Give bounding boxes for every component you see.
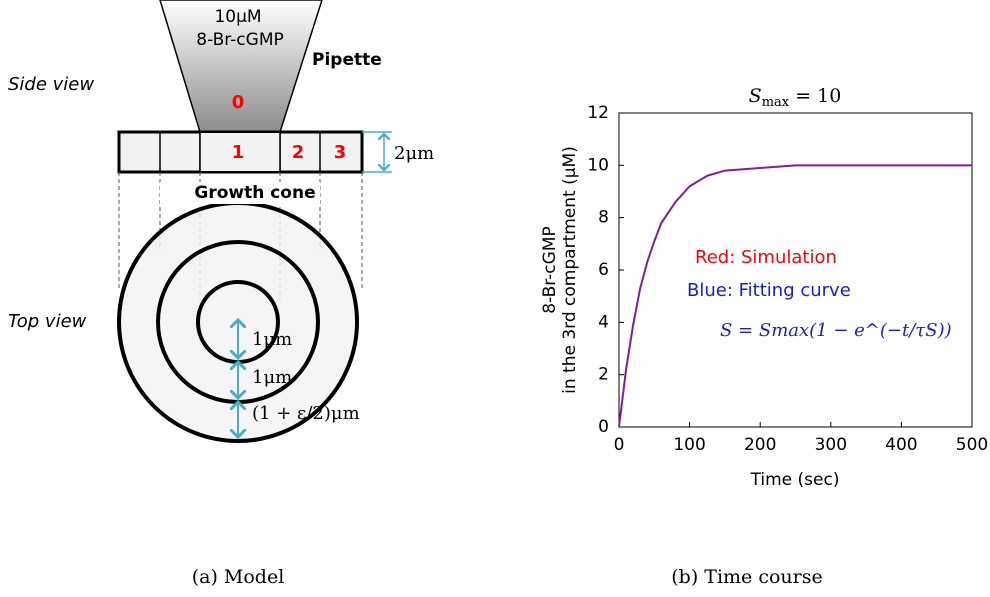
x-tick-label: 300 — [815, 435, 847, 455]
y-tick-label: 10 — [587, 155, 609, 175]
x-axis-label: Time (sec) — [750, 470, 840, 490]
y-tick-label: 0 — [598, 417, 609, 437]
compartment-label: 0 — [232, 92, 245, 113]
compartment-label: 2 — [292, 142, 305, 163]
y-tick-label: 6 — [598, 260, 609, 280]
ring-label: (1 + ε/2)μm — [252, 403, 360, 424]
annotation: Blue: Fitting curve — [687, 280, 851, 301]
growth-cone: Growth cone — [194, 183, 315, 203]
label-bg — [160, 182, 320, 204]
compartment-label: 3 — [334, 142, 347, 163]
side-view: Side view — [8, 74, 94, 95]
compartment-1 — [200, 133, 280, 171]
annotation: S = Smax(1 − e^(−t/τS)) — [720, 320, 952, 341]
dividers — [199, 132, 281, 172]
caption: (a) Model — [192, 566, 285, 588]
bracket — [362, 131, 392, 173]
compartment-label: 1 — [232, 142, 245, 163]
y-axis-label: in the 3rd compartment (μM) — [560, 146, 580, 394]
line — [618, 164, 972, 428]
title-rest: = 10 — [789, 85, 841, 107]
concentration: 10μM — [214, 7, 261, 27]
top-view: Top view — [8, 311, 87, 332]
pipette-label: Pipette — [312, 50, 382, 70]
plot-frame — [618, 112, 973, 428]
x-tick-label: 200 — [744, 435, 776, 455]
y-tick-label: 12 — [587, 103, 609, 123]
annotation: Red: Simulation — [695, 247, 837, 268]
x-tick-label: 500 — [956, 435, 988, 455]
title-symbol: S — [749, 85, 762, 107]
height-label: 2μm — [394, 143, 434, 164]
y-axis-label: 8-Br-cGMP — [540, 226, 560, 313]
chart-title: Smax = 10 — [749, 85, 842, 110]
ring-label: 1μm — [252, 367, 292, 388]
x-tick-label: 0 — [614, 435, 625, 455]
x-tick-label: 400 — [885, 435, 917, 455]
caption: (b) Time course — [671, 566, 822, 588]
y-tick-label: 8 — [598, 208, 609, 228]
ring-label: 1μm — [252, 329, 292, 350]
model-diagram: 10μM 8-Br-cGMP Pipette 0 Side view 1 2 3… — [8, 0, 434, 588]
y-tick-label: 2 — [598, 365, 609, 385]
title-subscript: max — [762, 95, 790, 110]
drug: 8-Br-cGMP — [196, 30, 283, 50]
x-tick-label: 100 — [673, 435, 705, 455]
y-tick-label: 4 — [598, 312, 609, 332]
